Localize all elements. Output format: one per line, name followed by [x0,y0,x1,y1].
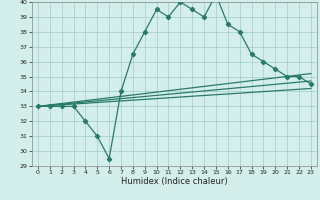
X-axis label: Humidex (Indice chaleur): Humidex (Indice chaleur) [121,177,228,186]
